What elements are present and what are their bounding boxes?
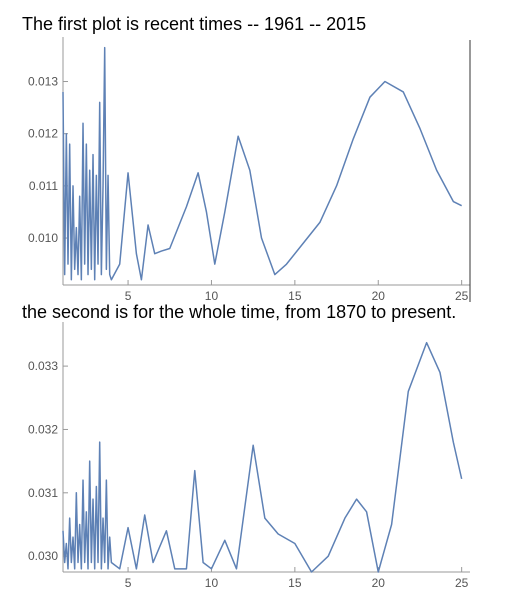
x-tick-label: 25: [455, 289, 469, 303]
y-tick-label: 0.011: [29, 179, 58, 193]
caption: the second is for the whole time, from 1…: [22, 302, 456, 322]
caption: The first plot is recent times -- 1961 -…: [22, 14, 366, 34]
x-tick-label: 15: [288, 576, 302, 590]
x-tick-label: 15: [288, 289, 302, 303]
x-tick-label: 20: [372, 576, 386, 590]
x-tick-label: 5: [125, 576, 132, 590]
y-tick-label: 0.033: [28, 359, 58, 373]
y-tick-label: 0.030: [28, 549, 58, 563]
y-tick-label: 0.032: [28, 422, 58, 436]
y-tick-label: 0.031: [28, 486, 58, 500]
y-tick-label: 0.013: [28, 75, 58, 89]
x-tick-label: 10: [205, 576, 219, 590]
x-tick-label: 20: [372, 289, 386, 303]
data-line: [62, 46, 462, 281]
data-line: [62, 341, 463, 573]
x-tick-label: 25: [455, 576, 469, 590]
x-tick-label: 5: [125, 289, 132, 303]
y-tick-label: 0.010: [28, 231, 58, 245]
x-tick-label: 10: [205, 289, 219, 303]
y-tick-label: 0.012: [28, 127, 58, 141]
